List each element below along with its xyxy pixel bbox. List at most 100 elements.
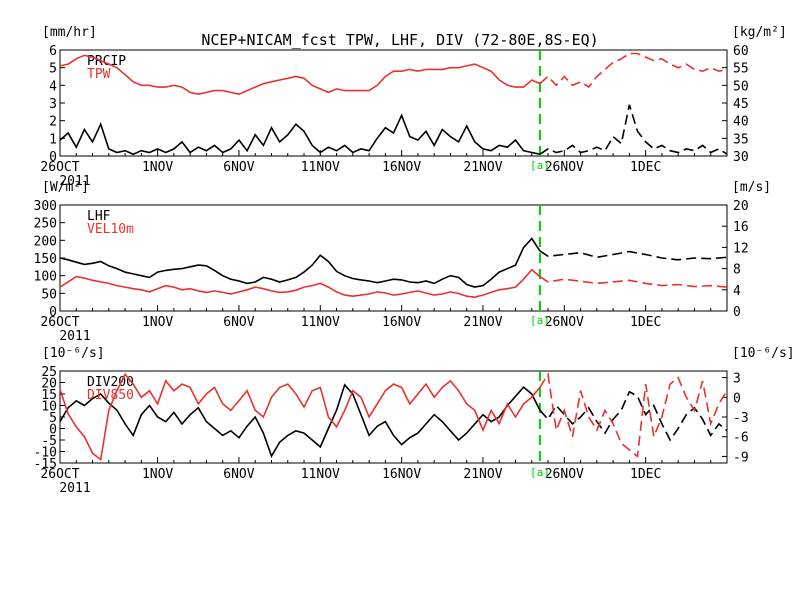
forecast-marker-label: [a] — [530, 466, 550, 479]
left-tick-label: 300 — [34, 199, 57, 214]
right-tick-label: 16 — [733, 220, 749, 235]
x-tick-label: 21NOV — [463, 315, 502, 330]
right-tick-label: 55 — [733, 62, 749, 77]
series-line-lhf-observed — [59, 237, 541, 288]
legend-entry-div850: DIV850 — [87, 388, 134, 403]
left-tick-label: 5 — [49, 411, 57, 426]
right-tick-label: 12 — [733, 241, 749, 256]
x-year-label: 2011 — [59, 174, 90, 189]
series-line-tpw-observed — [59, 54, 541, 96]
right-tick-label: 4 — [733, 284, 741, 299]
x-tick-label: 6NOV — [223, 315, 254, 330]
left-unit-label: [W/m²] — [42, 180, 89, 195]
left-tick-label: 20 — [41, 377, 57, 392]
left-tick-label: 2 — [49, 115, 57, 130]
x-tick-label: 6NOV — [223, 467, 254, 482]
x-tick-label: 26NOV — [545, 160, 584, 175]
left-tick-label: 6 — [49, 44, 57, 59]
legend-entry-lhf: LHF — [87, 209, 111, 224]
legend-entry-tpw: TPW — [87, 67, 111, 82]
x-tick-label: 1NOV — [142, 315, 173, 330]
left-tick-label: 100 — [34, 270, 57, 285]
right-unit-label: [m/s] — [732, 180, 771, 195]
left-tick-label: 200 — [34, 234, 57, 249]
legend-entry-prcip: PRCIP — [87, 54, 126, 69]
x-tick-label: 26NOV — [545, 467, 584, 482]
x-tick-label: 26OCT — [40, 467, 79, 482]
x-tick-label: 1NOV — [142, 467, 173, 482]
left-tick-label: 5 — [49, 62, 57, 77]
left-tick-label: -15 — [34, 457, 57, 472]
x-tick-label: 16NOV — [382, 160, 421, 175]
right-tick-label: 50 — [733, 79, 749, 94]
left-unit-label: [10⁻⁶/s] — [42, 346, 105, 361]
x-tick-label: 1DEC — [630, 315, 661, 330]
series-line-lhf-forecast — [539, 250, 728, 261]
figure-title: NCEP+NICAM_fcst TPW, LHF, DIV (72-80E,8S… — [201, 31, 598, 49]
right-tick-label: -6 — [733, 431, 749, 446]
x-year-label: 2011 — [59, 329, 90, 344]
x-tick-label: 26NOV — [545, 315, 584, 330]
legend-entry-vel10m: VEL10m — [87, 222, 134, 237]
left-tick-label: 3 — [49, 97, 57, 112]
right-tick-label: 0 — [733, 391, 741, 406]
series-line-div850-observed — [59, 372, 541, 462]
left-tick-label: 25 — [41, 365, 57, 380]
x-tick-label: 16NOV — [382, 467, 421, 482]
x-tick-label: 11NOV — [301, 160, 340, 175]
x-tick-label: 16NOV — [382, 315, 421, 330]
right-tick-label: 30 — [733, 150, 749, 165]
forecast-marker-label: [a] — [530, 314, 550, 327]
series-line-tpw-forecast — [539, 52, 728, 89]
left-tick-label: 150 — [34, 252, 57, 267]
left-unit-label: [mm/hr] — [42, 25, 97, 40]
right-tick-label: 35 — [733, 132, 749, 147]
x-year-label: 2011 — [59, 481, 90, 496]
left-tick-label: 250 — [34, 217, 57, 232]
right-tick-label: -3 — [733, 411, 749, 426]
series-line-vel10m-observed — [59, 268, 541, 299]
right-tick-label: 8 — [733, 263, 741, 278]
series-line-div200-observed — [59, 383, 541, 458]
left-tick-label: 0 — [49, 150, 57, 165]
right-tick-label: 40 — [733, 115, 749, 130]
x-tick-label: 11NOV — [301, 467, 340, 482]
right-tick-label: -9 — [733, 450, 749, 465]
left-tick-label: 50 — [41, 287, 57, 302]
left-tick-label: 15 — [41, 388, 57, 403]
x-tick-label: 26OCT — [40, 315, 79, 330]
left-tick-label: -10 — [34, 446, 57, 461]
series-line-vel10m-forecast — [539, 275, 728, 288]
x-tick-label: 1DEC — [630, 467, 661, 482]
x-tick-label: 6NOV — [223, 160, 254, 175]
right-tick-label: 0 — [733, 305, 741, 320]
forecast-marker-label: [a] — [530, 159, 550, 172]
chart-panel-2: 0 50 100 150 200 250 300 0 4 8 12 16 20 26OCT 1NOV 6NOV… — [34, 180, 772, 344]
right-tick-label: 45 — [733, 97, 749, 112]
left-tick-label: 0 — [49, 423, 57, 438]
x-tick-label: 26OCT — [40, 160, 79, 175]
left-tick-label: 1 — [49, 132, 57, 147]
left-tick-label: -5 — [41, 434, 57, 449]
x-tick-label: 1DEC — [630, 160, 661, 175]
left-tick-label: 4 — [49, 79, 57, 94]
x-tick-label: 21NOV — [463, 467, 502, 482]
left-tick-label: 0 — [49, 305, 57, 320]
series-line-prcip-forecast — [539, 104, 728, 155]
x-tick-label: 21NOV — [463, 160, 502, 175]
right-unit-label: [10⁻⁶/s] — [732, 346, 795, 361]
series-line-div200-forecast — [539, 390, 728, 442]
right-tick-label: 3 — [733, 372, 741, 387]
right-unit-label: [kg/m²] — [732, 25, 787, 40]
series-line-prcip-observed — [59, 113, 541, 156]
right-tick-label: 60 — [733, 44, 749, 59]
x-tick-label: 1NOV — [142, 160, 173, 175]
right-tick-label: 20 — [733, 199, 749, 214]
x-tick-label: 11NOV — [301, 315, 340, 330]
left-tick-label: 10 — [41, 400, 57, 415]
